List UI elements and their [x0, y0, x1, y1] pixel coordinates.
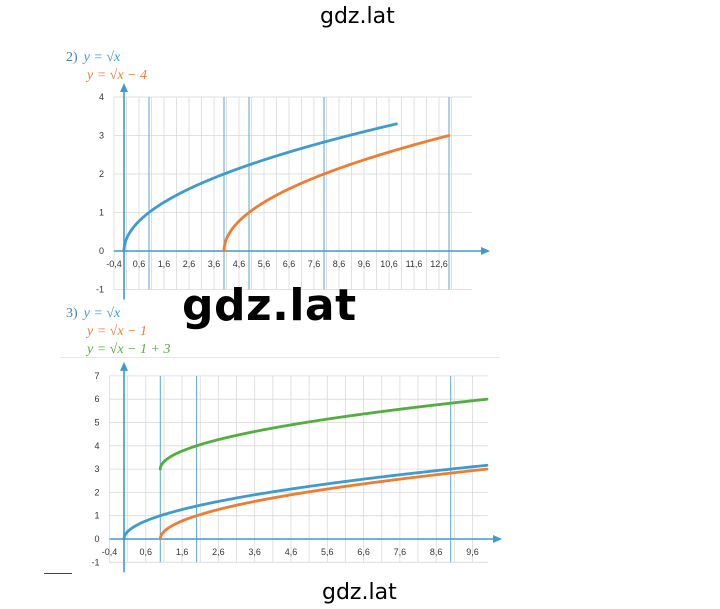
chart1-x-tick-label: 8,6 [333, 259, 346, 269]
chart1-x-tick-label: 1,6 [158, 259, 171, 269]
chart2-series-3-line [158, 397, 489, 471]
chart2-x-tick-label: 9,6 [466, 547, 479, 557]
chart2-series3-name: y = √x − 1 + 3 [87, 342, 171, 357]
watermark-top: gdz.lat [320, 4, 395, 29]
chart1-y-tick-label: 2 [99, 169, 104, 179]
chart1-x-tick-label: 9,6 [358, 259, 371, 269]
chart1-y-tick-label: 3 [99, 131, 104, 141]
chart1-series2-name: y = √x − 4 [87, 68, 148, 83]
chart1-y-tick-label: 1 [99, 208, 104, 218]
chart2-y-tick-label: 2 [94, 487, 99, 497]
chart2-y-tick-label: 3 [94, 464, 99, 474]
chart2-y-tick-label: 0 [94, 534, 99, 544]
watermark-bottom: gdz.lat [322, 580, 397, 605]
chart2-x-tick-label: 1,6 [176, 547, 189, 557]
chart2-y-tick-label: 1 [94, 511, 99, 521]
chart1-grid [113, 96, 472, 290]
chart1-series1-name: y = √x [83, 50, 121, 65]
chart2-y-tick-label: -1 [91, 557, 99, 567]
chart2-x-tick-label: -0,4 [102, 547, 118, 557]
chart2-equation-sqrt-x: 3) y = √x [66, 306, 120, 322]
chart1-x-tick-label: 2,6 [183, 259, 196, 269]
chart2-label: 3) [66, 306, 78, 321]
chart2-series-1-line [122, 463, 489, 541]
chart2-x-axis-arrow [493, 535, 502, 543]
watermark-middle: gdz.lat [182, 280, 357, 331]
chart1-y-tick-label: 0 [99, 246, 104, 256]
chart1-x-tick-label: 4,6 [233, 259, 246, 269]
separator-line [60, 357, 500, 358]
chart1-x-tick-label: 6,6 [283, 259, 296, 269]
chart2-y-tick-label: 6 [94, 394, 99, 404]
chart2-x-tick-label: 2,6 [212, 547, 225, 557]
chart1-x-tick-label: -0,4 [106, 259, 122, 269]
chart2-x-tick-label: 6,6 [357, 547, 370, 557]
chart1-x-tick-label: 11,6 [406, 259, 423, 269]
chart1-x-tick-label: 12,6 [430, 259, 448, 269]
chart1-y-tick-label: 4 [99, 92, 104, 102]
chart2-grid [109, 375, 488, 563]
chart2-x-tick-label: 5,6 [321, 547, 334, 557]
chart1-x-tick-label: 7,6 [308, 259, 321, 269]
chart-sqrt-x-transformations: -1 0 1 2 3 4 5 6 7 -0,4 0,6 1,6 2,6 3,6 4,6 5,6 6,6 7,6 8,… [91, 361, 502, 573]
chart2-x-tick-label: 8,6 [430, 547, 443, 557]
chart1-x-tick-label: 3,6 [208, 259, 221, 269]
chart2-series-2-line [158, 467, 489, 541]
chart1-x-tick-label: 0,6 [133, 259, 146, 269]
chart2-y-tick-label: 7 [94, 371, 99, 381]
chart2-y-tick-label: 4 [94, 441, 99, 451]
chart2-x-tick-label: 4,6 [285, 547, 298, 557]
chart1-x-tick-label: 10,6 [380, 259, 398, 269]
chart1-x-tick-label: 5,6 [258, 259, 271, 269]
chart-sqrt-x-and-sqrt-x-minus-4: -1 0 1 2 3 4 -0,4 0,6 1,6 2,6 3,6 4,6 5,6 6,6 7,6 8,6 9,… [96, 83, 490, 300]
chart1-series-2-line [222, 134, 451, 253]
chart2-series1-name: y = √x [83, 306, 121, 321]
chart2-y-axis-arrow [120, 361, 128, 371]
chart2-x-tick-label: 0,6 [140, 547, 153, 557]
chart2-x-tick-label: 7,6 [394, 547, 407, 557]
chart1-series-1-line [122, 122, 398, 253]
chart2-y-tick-label: 5 [94, 418, 99, 428]
decorative-stub-line [44, 573, 72, 574]
chart1-y-tick-label: -1 [96, 285, 104, 295]
chart1-x-axis-arrow [481, 247, 490, 255]
chart2-x-tick-label: 3,6 [248, 547, 261, 557]
chart2-series2-name: y = √x − 1 [87, 324, 148, 339]
chart1-y-axis-arrow [120, 83, 128, 92]
chart1-label: 2) [66, 50, 78, 65]
chart1-equation-sqrt-x: 2) y = √x [66, 50, 120, 66]
